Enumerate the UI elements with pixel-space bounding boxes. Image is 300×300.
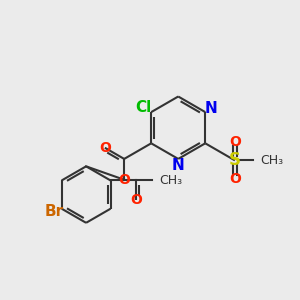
Text: Br: Br: [44, 204, 64, 219]
Text: CH₃: CH₃: [160, 174, 183, 187]
Text: N: N: [172, 158, 184, 173]
Text: O: O: [130, 193, 142, 207]
Text: Cl: Cl: [135, 100, 152, 115]
Text: O: O: [99, 141, 111, 155]
Text: N: N: [205, 101, 217, 116]
Text: O: O: [229, 135, 241, 149]
Text: O: O: [118, 173, 130, 187]
Text: S: S: [229, 152, 241, 169]
Text: CH₃: CH₃: [260, 154, 283, 167]
Text: O: O: [229, 172, 241, 186]
